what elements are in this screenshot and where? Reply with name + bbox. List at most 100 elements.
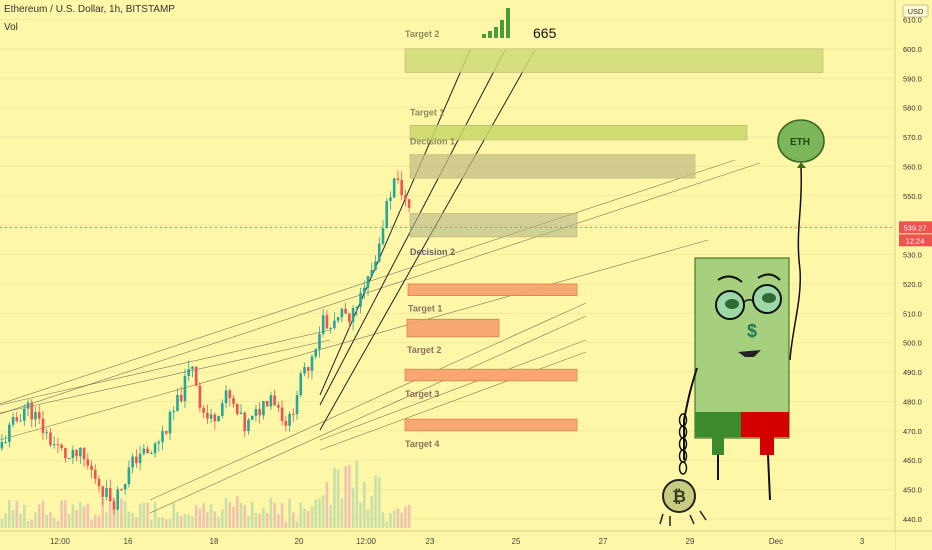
candle-up xyxy=(176,394,179,412)
volume-bar xyxy=(224,497,228,528)
candle-up xyxy=(221,403,224,417)
volume-bar xyxy=(273,502,276,528)
volume-bar xyxy=(120,498,123,528)
signal-bar xyxy=(506,8,510,38)
bitcoin-coin-icon xyxy=(662,479,696,513)
price-tick-label: 440.0 xyxy=(903,515,922,524)
signal-bar xyxy=(482,34,486,38)
candle-up xyxy=(254,409,258,416)
price-tick-label: 580.0 xyxy=(903,104,922,113)
zone-box xyxy=(404,48,824,73)
time-tick-label: 20 xyxy=(295,537,304,546)
candle-up xyxy=(351,308,355,323)
candle-up xyxy=(34,412,37,420)
volume-bar xyxy=(45,514,49,528)
candle-down xyxy=(243,412,247,432)
zone-label: Target 3 xyxy=(405,389,439,399)
price-tick-label: 570.0 xyxy=(903,133,922,142)
candle-down xyxy=(146,448,149,454)
candle-up xyxy=(318,333,321,350)
balloon-string xyxy=(789,167,803,361)
candle-up xyxy=(381,228,385,244)
volume-bar xyxy=(142,502,146,528)
volume-bar xyxy=(209,504,213,528)
time-tick-label: 25 xyxy=(512,537,521,546)
volume-bar xyxy=(123,501,127,528)
volume-bar xyxy=(26,521,30,528)
candle-down xyxy=(108,488,112,502)
volume-bar xyxy=(101,498,105,528)
zone-box xyxy=(407,283,578,296)
time-tick-label: 23 xyxy=(426,537,435,546)
candle-down xyxy=(400,179,403,195)
balloon-label: ETH xyxy=(790,137,810,148)
volume-bar xyxy=(206,511,209,528)
volume-bar xyxy=(288,499,291,528)
zone-box xyxy=(404,368,578,382)
volume-bar xyxy=(232,506,235,528)
candle-down xyxy=(49,432,52,446)
candle-up xyxy=(310,356,314,371)
price-tick-label: 530.0 xyxy=(903,251,922,260)
volume-bar xyxy=(153,502,157,528)
candle-down xyxy=(86,459,90,466)
volume-bar xyxy=(359,502,362,528)
volume-bar xyxy=(396,508,400,528)
candle-down xyxy=(75,449,78,457)
price-tick-label: 560.0 xyxy=(903,162,922,171)
volume-bar xyxy=(41,500,45,528)
candle-down xyxy=(97,478,101,487)
candle-down xyxy=(306,367,310,371)
bar-countdown: 12:24 xyxy=(906,236,925,245)
candle-up xyxy=(362,287,366,293)
volume-bar xyxy=(333,467,336,528)
channel-line xyxy=(319,49,471,396)
trend-line xyxy=(319,339,587,441)
candle-down xyxy=(206,412,209,419)
volume-bar xyxy=(11,510,15,528)
zone-box xyxy=(404,418,578,432)
candle-up xyxy=(187,369,190,376)
volume-bar xyxy=(157,517,161,528)
price-tick-label: 520.0 xyxy=(903,280,922,289)
candle-up xyxy=(67,458,71,460)
volume-bar xyxy=(183,513,187,528)
chain-link-icon xyxy=(678,461,688,475)
candle-up xyxy=(303,367,306,374)
volume-bar xyxy=(321,495,325,528)
volume-bar xyxy=(318,498,321,528)
volume-bar xyxy=(250,501,254,528)
zone-label: Decision 2 xyxy=(410,247,455,257)
mascot-red-foot xyxy=(760,437,774,455)
signal-bars-icon xyxy=(482,8,510,38)
volume-bar xyxy=(280,503,284,528)
candle-down xyxy=(41,418,45,434)
candle-down xyxy=(228,390,232,399)
volume-bar xyxy=(131,513,134,528)
candle-down xyxy=(93,470,97,479)
volume-bar xyxy=(168,518,172,528)
zone-label: Target 2 xyxy=(405,29,439,39)
volume-bar xyxy=(247,516,250,528)
volume-bar xyxy=(97,515,101,528)
volume-bar xyxy=(254,512,258,528)
volume-bar xyxy=(310,506,314,528)
time-tick-label: 18 xyxy=(210,537,219,546)
volume-bar xyxy=(60,500,63,528)
price-tick-label: 480.0 xyxy=(903,397,922,406)
volume-bar xyxy=(362,481,366,528)
volume-bar xyxy=(150,520,153,528)
time-tick-label: 27 xyxy=(599,537,608,546)
signal-bar xyxy=(494,27,498,38)
candle-down xyxy=(90,465,93,471)
last-price-tag xyxy=(899,221,932,234)
candle-up xyxy=(217,416,220,422)
volume-bar xyxy=(194,505,198,528)
mascot-arm-left xyxy=(683,367,698,460)
mascot-glasses-bridge xyxy=(743,298,754,303)
volume-bar xyxy=(161,517,164,528)
volume-bar xyxy=(239,502,243,528)
volume-bar xyxy=(0,519,4,528)
candle-up xyxy=(355,306,359,309)
